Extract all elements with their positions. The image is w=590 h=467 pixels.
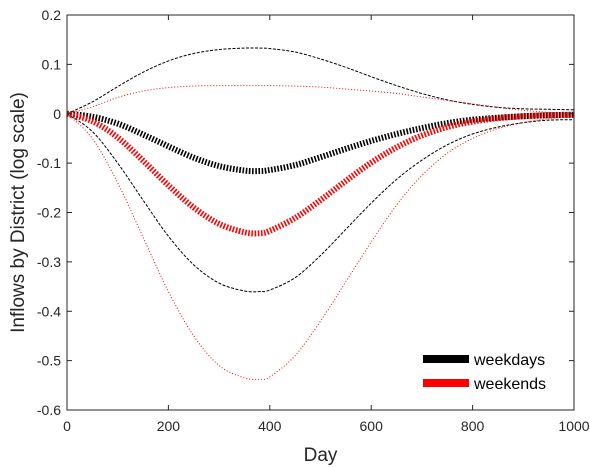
x-tick-label: 400 <box>258 418 282 434</box>
y-tick-label: -0.6 <box>37 402 61 418</box>
x-tick-label: 600 <box>360 418 384 434</box>
legend-label-weekdays: weekdays <box>473 352 545 369</box>
series-line-dotted-5 <box>66 113 575 381</box>
y-tick-label: -0.2 <box>37 205 61 221</box>
x-tick-label: 1000 <box>558 418 589 434</box>
plot-background <box>67 15 574 410</box>
y-tick-label: 0.1 <box>42 56 62 72</box>
legend-label-weekends: weekends <box>473 376 546 393</box>
y-tick-label: -0.4 <box>37 303 61 319</box>
x-tick-label: 800 <box>461 418 485 434</box>
y-tick-label: -0.5 <box>37 353 61 369</box>
series-line-dashed-3 <box>66 113 575 293</box>
x-tick-label: 200 <box>157 418 181 434</box>
y-axis-title: Inflows by District (log scale) <box>8 92 29 333</box>
y-tick-label: -0.3 <box>37 254 61 270</box>
x-axis-title: Day <box>304 445 338 466</box>
x-tick-label: 0 <box>63 418 71 434</box>
y-tick-label: 0 <box>53 106 61 122</box>
legend: weekdays weekends <box>423 352 546 393</box>
series-line-dotted-4 <box>66 85 575 115</box>
series-layer <box>66 47 575 381</box>
ticks-layer: 0 200 400 600 800 1000 0.2 0.1 0 -0.1 -0.2 -0.3 -0.4… <box>37 7 590 434</box>
y-tick-label: -0.1 <box>37 155 61 171</box>
series-line-weekdays <box>66 110 575 175</box>
y-tick-label: 0.2 <box>42 7 62 23</box>
